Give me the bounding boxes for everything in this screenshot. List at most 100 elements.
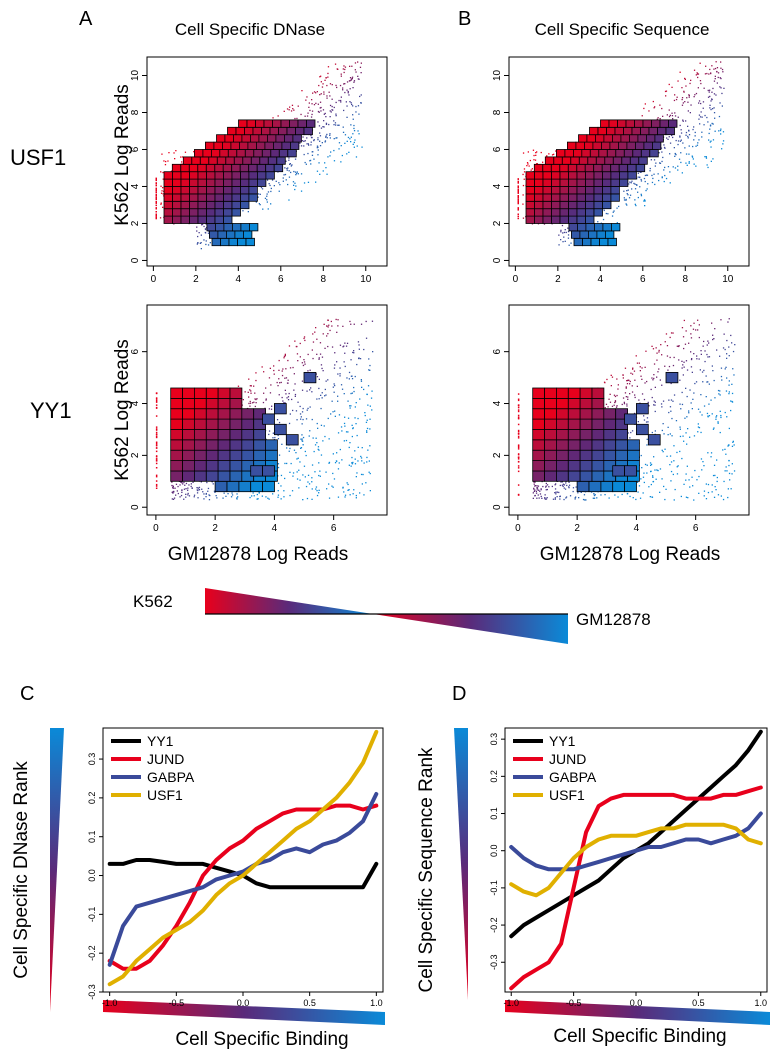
density-bin [603, 439, 617, 451]
scatter-point [722, 140, 725, 142]
scatter-point [565, 482, 567, 484]
scatter-point [307, 481, 309, 483]
scatter-point [236, 498, 238, 500]
scatter-point [348, 446, 350, 449]
scatter-point [517, 190, 519, 193]
scatter-point [290, 165, 292, 167]
scatter-point [654, 106, 656, 108]
scatter-point [692, 398, 694, 400]
scatter-point [691, 358, 693, 360]
scatter-point [517, 202, 519, 205]
scatter-point [666, 137, 668, 139]
density-bin [217, 418, 231, 430]
scatter-point [316, 494, 319, 497]
scatter-point [360, 323, 363, 325]
scatter-point [310, 141, 312, 143]
scatter-point [332, 472, 334, 475]
scatter-point [691, 155, 693, 157]
scatter-point [596, 497, 598, 499]
density-bin [240, 178, 250, 187]
density-bin [525, 178, 535, 187]
scatter-point [639, 497, 642, 499]
scatter-point [331, 105, 333, 108]
scatter-point [344, 496, 346, 498]
density-bin [585, 193, 595, 202]
density-bin [193, 418, 207, 430]
scatter-point [342, 87, 344, 89]
scatter-point [517, 181, 519, 183]
density-bin [180, 178, 190, 187]
scatter-point [712, 139, 715, 141]
density-bin [214, 163, 224, 173]
scatter-point [326, 137, 328, 139]
scatter-point [632, 367, 634, 369]
density-bin [610, 163, 620, 173]
scatter-point [277, 434, 279, 437]
scatter-point [687, 135, 689, 138]
scatter-point [643, 481, 645, 484]
scatter-point [249, 405, 251, 407]
scatter-point [711, 91, 713, 93]
scatter-point [349, 65, 351, 67]
scatter-point [641, 367, 643, 369]
scatter-point [695, 381, 698, 383]
scatter-point [318, 162, 320, 164]
scatter-point [257, 196, 259, 198]
scatter-point [360, 72, 362, 74]
scatter-point [287, 183, 289, 186]
density-bin [620, 134, 630, 143]
density-bin [246, 119, 256, 128]
scatter-point [629, 383, 631, 385]
scatter-point [658, 351, 660, 353]
density-bin [551, 215, 561, 224]
density-bin [551, 178, 561, 187]
scatter-point [358, 357, 360, 359]
scatter-point [320, 106, 322, 109]
scatter-point [682, 120, 684, 122]
scatter-point [634, 203, 636, 205]
scatter-point [273, 185, 275, 187]
scatter-point [346, 377, 348, 379]
density-bin [636, 403, 649, 415]
scatter-point [677, 80, 679, 82]
scatter-point [371, 320, 374, 322]
density-bin [189, 215, 199, 224]
scatter-point [296, 171, 298, 173]
scatter-point [534, 481, 536, 483]
scatter-point [317, 103, 319, 105]
scatter-point [561, 224, 564, 227]
scatter-point [659, 162, 662, 164]
scatter-point [546, 155, 548, 157]
scatter-point [346, 89, 348, 91]
scatter-point [305, 163, 307, 165]
scatter-point [302, 436, 305, 439]
scatter-point [698, 427, 701, 429]
scatter-point [346, 153, 348, 155]
scatter-point [368, 471, 370, 473]
scatter-point [672, 136, 674, 139]
scatter-point [338, 142, 341, 144]
scatter-xlabel-b: GM12878 Log Reads [540, 544, 721, 565]
scatter-point [565, 497, 567, 499]
scatter-point [696, 72, 698, 74]
scatter-point [717, 494, 720, 496]
scatter-point [351, 456, 353, 459]
scatter-point [719, 390, 721, 392]
density-bin [219, 149, 229, 158]
density-bin [180, 186, 190, 195]
scatter-point [546, 488, 548, 491]
scatter-point [722, 131, 725, 133]
density-bin [247, 141, 257, 150]
scatter-point [709, 95, 711, 98]
y-tick-label: 0 [130, 504, 141, 510]
scatter-point [296, 478, 299, 480]
scatter-point [301, 438, 303, 440]
density-bin [593, 171, 603, 180]
scatter-point [555, 493, 557, 495]
scatter-point [668, 83, 670, 86]
scatter-point [155, 198, 157, 200]
density-bin [226, 480, 240, 493]
scatter-point [703, 490, 706, 492]
scatter-point [352, 114, 354, 116]
scatter-point [722, 347, 725, 349]
